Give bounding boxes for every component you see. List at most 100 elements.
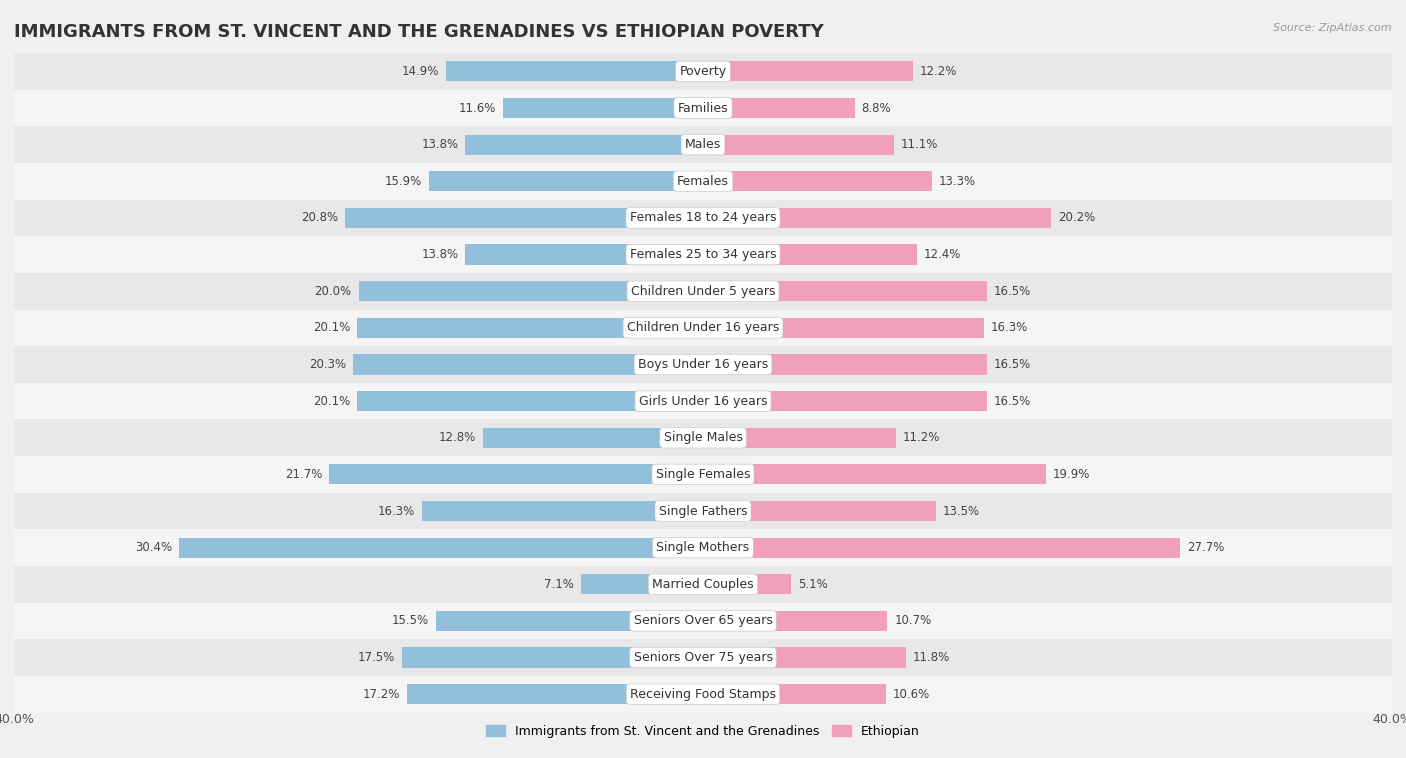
Bar: [14, 309, 1392, 346]
Bar: [14, 493, 1392, 529]
Text: 15.5%: 15.5%: [392, 615, 429, 628]
Bar: [14, 456, 1392, 493]
Bar: [703, 171, 932, 191]
Bar: [14, 566, 1392, 603]
Bar: [429, 171, 703, 191]
Bar: [482, 428, 703, 448]
Text: 15.9%: 15.9%: [385, 175, 422, 188]
Bar: [14, 53, 1392, 89]
Text: 16.3%: 16.3%: [991, 321, 1028, 334]
Text: 20.3%: 20.3%: [309, 358, 346, 371]
Text: 17.5%: 17.5%: [357, 651, 395, 664]
Bar: [703, 575, 790, 594]
Bar: [581, 575, 703, 594]
Text: 16.3%: 16.3%: [378, 505, 415, 518]
Bar: [14, 419, 1392, 456]
Text: Females 25 to 34 years: Females 25 to 34 years: [630, 248, 776, 261]
Bar: [446, 61, 703, 81]
Text: 13.5%: 13.5%: [942, 505, 980, 518]
Text: Children Under 5 years: Children Under 5 years: [631, 285, 775, 298]
Text: 16.5%: 16.5%: [994, 395, 1032, 408]
Text: Families: Families: [678, 102, 728, 114]
Bar: [14, 163, 1392, 199]
Text: 27.7%: 27.7%: [1187, 541, 1225, 554]
Bar: [406, 684, 703, 704]
Text: 12.4%: 12.4%: [924, 248, 960, 261]
Bar: [503, 98, 703, 118]
Bar: [14, 127, 1392, 163]
Bar: [14, 346, 1392, 383]
Bar: [703, 281, 987, 301]
Bar: [703, 537, 1180, 558]
Text: Seniors Over 65 years: Seniors Over 65 years: [634, 615, 772, 628]
Text: IMMIGRANTS FROM ST. VINCENT AND THE GRENADINES VS ETHIOPIAN POVERTY: IMMIGRANTS FROM ST. VINCENT AND THE GREN…: [14, 23, 824, 41]
Text: Source: ZipAtlas.com: Source: ZipAtlas.com: [1274, 23, 1392, 33]
Text: Females 18 to 24 years: Females 18 to 24 years: [630, 211, 776, 224]
Text: 21.7%: 21.7%: [285, 468, 322, 481]
Text: 17.2%: 17.2%: [363, 688, 399, 700]
Bar: [359, 281, 703, 301]
Bar: [14, 639, 1392, 676]
Bar: [703, 611, 887, 631]
Text: 20.1%: 20.1%: [312, 395, 350, 408]
Text: 11.2%: 11.2%: [903, 431, 941, 444]
Bar: [14, 676, 1392, 713]
Text: 30.4%: 30.4%: [135, 541, 173, 554]
Text: Married Couples: Married Couples: [652, 578, 754, 590]
Bar: [703, 428, 896, 448]
Text: 20.2%: 20.2%: [1057, 211, 1095, 224]
Bar: [703, 501, 935, 521]
Text: 40.0%: 40.0%: [1372, 713, 1406, 725]
Text: 20.0%: 20.0%: [315, 285, 352, 298]
Text: 10.6%: 10.6%: [893, 688, 929, 700]
Text: 5.1%: 5.1%: [797, 578, 828, 590]
Text: 13.8%: 13.8%: [422, 138, 458, 151]
Text: 11.8%: 11.8%: [912, 651, 950, 664]
Text: Boys Under 16 years: Boys Under 16 years: [638, 358, 768, 371]
Text: Receiving Food Stamps: Receiving Food Stamps: [630, 688, 776, 700]
Text: Single Mothers: Single Mothers: [657, 541, 749, 554]
Bar: [436, 611, 703, 631]
Bar: [357, 318, 703, 338]
Bar: [14, 603, 1392, 639]
Text: Single Males: Single Males: [664, 431, 742, 444]
Bar: [14, 199, 1392, 236]
Text: 13.3%: 13.3%: [939, 175, 976, 188]
Text: 20.1%: 20.1%: [312, 321, 350, 334]
Bar: [703, 98, 855, 118]
Bar: [703, 391, 987, 411]
Text: Seniors Over 75 years: Seniors Over 75 years: [634, 651, 772, 664]
Text: 11.1%: 11.1%: [901, 138, 938, 151]
Text: Single Fathers: Single Fathers: [659, 505, 747, 518]
Text: 40.0%: 40.0%: [0, 713, 34, 725]
Bar: [357, 391, 703, 411]
Bar: [180, 537, 703, 558]
Bar: [465, 135, 703, 155]
Bar: [344, 208, 703, 228]
Bar: [465, 245, 703, 265]
Text: 10.7%: 10.7%: [894, 615, 931, 628]
Text: 20.8%: 20.8%: [301, 211, 337, 224]
Text: Single Females: Single Females: [655, 468, 751, 481]
Bar: [14, 529, 1392, 566]
Text: Poverty: Poverty: [679, 65, 727, 78]
Legend: Immigrants from St. Vincent and the Grenadines, Ethiopian: Immigrants from St. Vincent and the Gren…: [481, 719, 925, 743]
Bar: [402, 647, 703, 668]
Bar: [14, 236, 1392, 273]
Text: 14.9%: 14.9%: [402, 65, 440, 78]
Bar: [703, 208, 1050, 228]
Bar: [703, 684, 886, 704]
Bar: [703, 647, 907, 668]
Bar: [703, 135, 894, 155]
Bar: [703, 61, 912, 81]
Bar: [353, 355, 703, 374]
Text: 7.1%: 7.1%: [544, 578, 574, 590]
Text: 12.8%: 12.8%: [439, 431, 475, 444]
Bar: [14, 89, 1392, 127]
Bar: [14, 273, 1392, 309]
Text: 13.8%: 13.8%: [422, 248, 458, 261]
Bar: [422, 501, 703, 521]
Text: 12.2%: 12.2%: [920, 65, 957, 78]
Text: Males: Males: [685, 138, 721, 151]
Text: Children Under 16 years: Children Under 16 years: [627, 321, 779, 334]
